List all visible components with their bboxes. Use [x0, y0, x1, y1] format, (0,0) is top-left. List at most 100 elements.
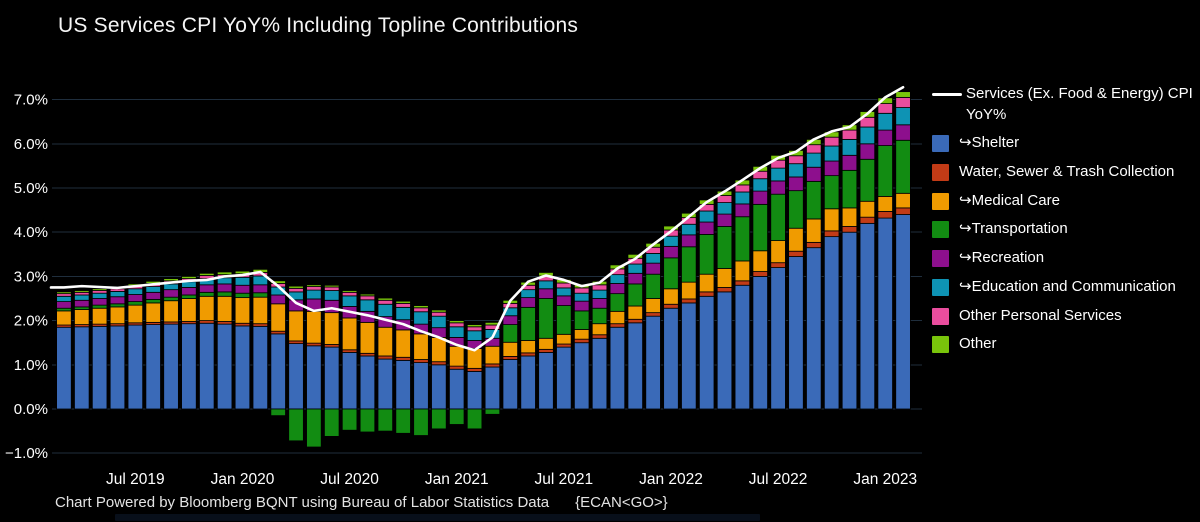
- bar-segment: [127, 324, 144, 410]
- legend-item-transportation[interactable]: ↪Transportation: [932, 219, 1194, 240]
- bar-segment: [734, 280, 751, 286]
- bar-segment: [74, 326, 90, 410]
- bar-segment: [895, 107, 911, 126]
- legend-item-label: ↪Education and Communication: [959, 277, 1176, 295]
- bar-segment: [877, 145, 893, 197]
- bar-segment: [74, 309, 90, 325]
- bar-segment: [627, 272, 643, 285]
- bar-segment: [752, 178, 768, 192]
- bar-segment: [663, 257, 679, 290]
- bar-segment: [520, 340, 536, 354]
- bar-segment: [413, 307, 429, 313]
- bar-segment: [324, 286, 340, 291]
- bar-segment: [573, 292, 590, 302]
- bar-segment: [556, 305, 572, 335]
- bar-segment: [199, 322, 215, 410]
- legend-item-recreation[interactable]: ↪Recreation: [932, 248, 1194, 269]
- bar-group: [788, 150, 804, 410]
- legend-item-label: ↪Shelter: [959, 134, 1020, 152]
- bar-group: [895, 91, 911, 410]
- bar-segment: [770, 180, 786, 195]
- bar-segment: [145, 298, 161, 304]
- bar-group: [395, 300, 411, 434]
- bar-segment: [681, 223, 697, 236]
- bar-segment: [538, 337, 554, 350]
- bar-group: [359, 293, 376, 433]
- legend-item-medical-care[interactable]: ↪Medical Care: [932, 191, 1194, 212]
- bar-segment: [806, 241, 822, 249]
- bar-segment: [234, 292, 251, 299]
- bar-segment: [591, 298, 608, 309]
- bar-segment: [520, 306, 536, 341]
- bar-segment: [895, 214, 911, 410]
- legend-item-other[interactable]: Other: [932, 334, 1194, 355]
- bar-segment: [377, 297, 394, 301]
- bar-segment: [484, 345, 501, 365]
- bar-segment: [181, 323, 197, 410]
- bar-group: [752, 165, 768, 410]
- bar-segment: [591, 337, 608, 410]
- bar-segment: [538, 348, 554, 353]
- bar-segment: [91, 298, 108, 306]
- legend-item-other-personal-services[interactable]: Other Personal Services: [932, 306, 1194, 327]
- bar-segment: [502, 315, 519, 325]
- bar-segment: [877, 195, 893, 212]
- bar-segment: [823, 136, 840, 147]
- bar-segment: [288, 285, 304, 289]
- bar-segment: [234, 325, 251, 410]
- bar-segment: [252, 325, 269, 410]
- bar-segment: [770, 240, 786, 264]
- bar-segment: [573, 342, 590, 410]
- bar-segment: [806, 218, 822, 243]
- bar-group: [181, 275, 197, 410]
- bar-segment: [806, 152, 822, 168]
- legend-item-water-sewer-trash[interactable]: Water, Sewer & Trash Collection: [932, 162, 1194, 183]
- y-axis-tick-label: 2.0%: [14, 313, 48, 330]
- bar-segment: [645, 253, 661, 264]
- bar-group: [663, 225, 679, 410]
- bar-segment: [377, 408, 394, 432]
- bar-segment: [413, 333, 429, 360]
- bar-segment: [627, 263, 643, 274]
- bar-segment: [627, 305, 643, 320]
- bottom-bar-decoration: [115, 514, 760, 521]
- bar-segment: [859, 143, 876, 160]
- bar-segment: [395, 300, 411, 304]
- y-axis-tick-label: 7.0%: [14, 92, 48, 109]
- bar-segment: [324, 408, 340, 437]
- legend-item-shelter[interactable]: ↪Shelter: [932, 133, 1194, 154]
- bar-segment: [127, 301, 144, 306]
- legend-item-education-communication[interactable]: ↪Education and Communication: [932, 277, 1194, 298]
- bar-segment: [841, 207, 858, 227]
- bar-segment: [895, 91, 911, 98]
- bar-segment: [841, 169, 858, 209]
- x-axis-tick-label: Jan 2021: [425, 471, 489, 488]
- bar-segment: [663, 235, 679, 247]
- bar-segment: [716, 268, 733, 288]
- bar-segment: [698, 295, 715, 410]
- legend-item-services-line[interactable]: Services (Ex. Food & Energy) CPI YoY%: [932, 84, 1194, 125]
- bar-segment: [716, 202, 733, 215]
- bar-segment: [538, 352, 554, 410]
- bar-group: [716, 190, 733, 410]
- bar-segment: [591, 307, 608, 325]
- bar-segment: [448, 320, 465, 324]
- bar-segment: [288, 343, 304, 410]
- bar-segment: [895, 139, 911, 194]
- bar-segment: [466, 330, 483, 341]
- bar-segment: [609, 323, 626, 328]
- bar-segment: [413, 305, 429, 309]
- bar-segment: [377, 326, 394, 357]
- bar-segment: [56, 301, 72, 309]
- bar-segment: [806, 247, 822, 410]
- bar-segment: [252, 284, 269, 294]
- legend-color-swatch: [932, 221, 949, 239]
- bar-segment: [823, 208, 840, 232]
- bar-segment: [484, 408, 501, 415]
- bar-segment: [716, 291, 733, 410]
- bar-segment: [609, 283, 626, 295]
- bar-group: [502, 299, 519, 410]
- bar-segment: [431, 364, 447, 410]
- bar-segment: [413, 362, 429, 410]
- bar-segment: [788, 176, 804, 192]
